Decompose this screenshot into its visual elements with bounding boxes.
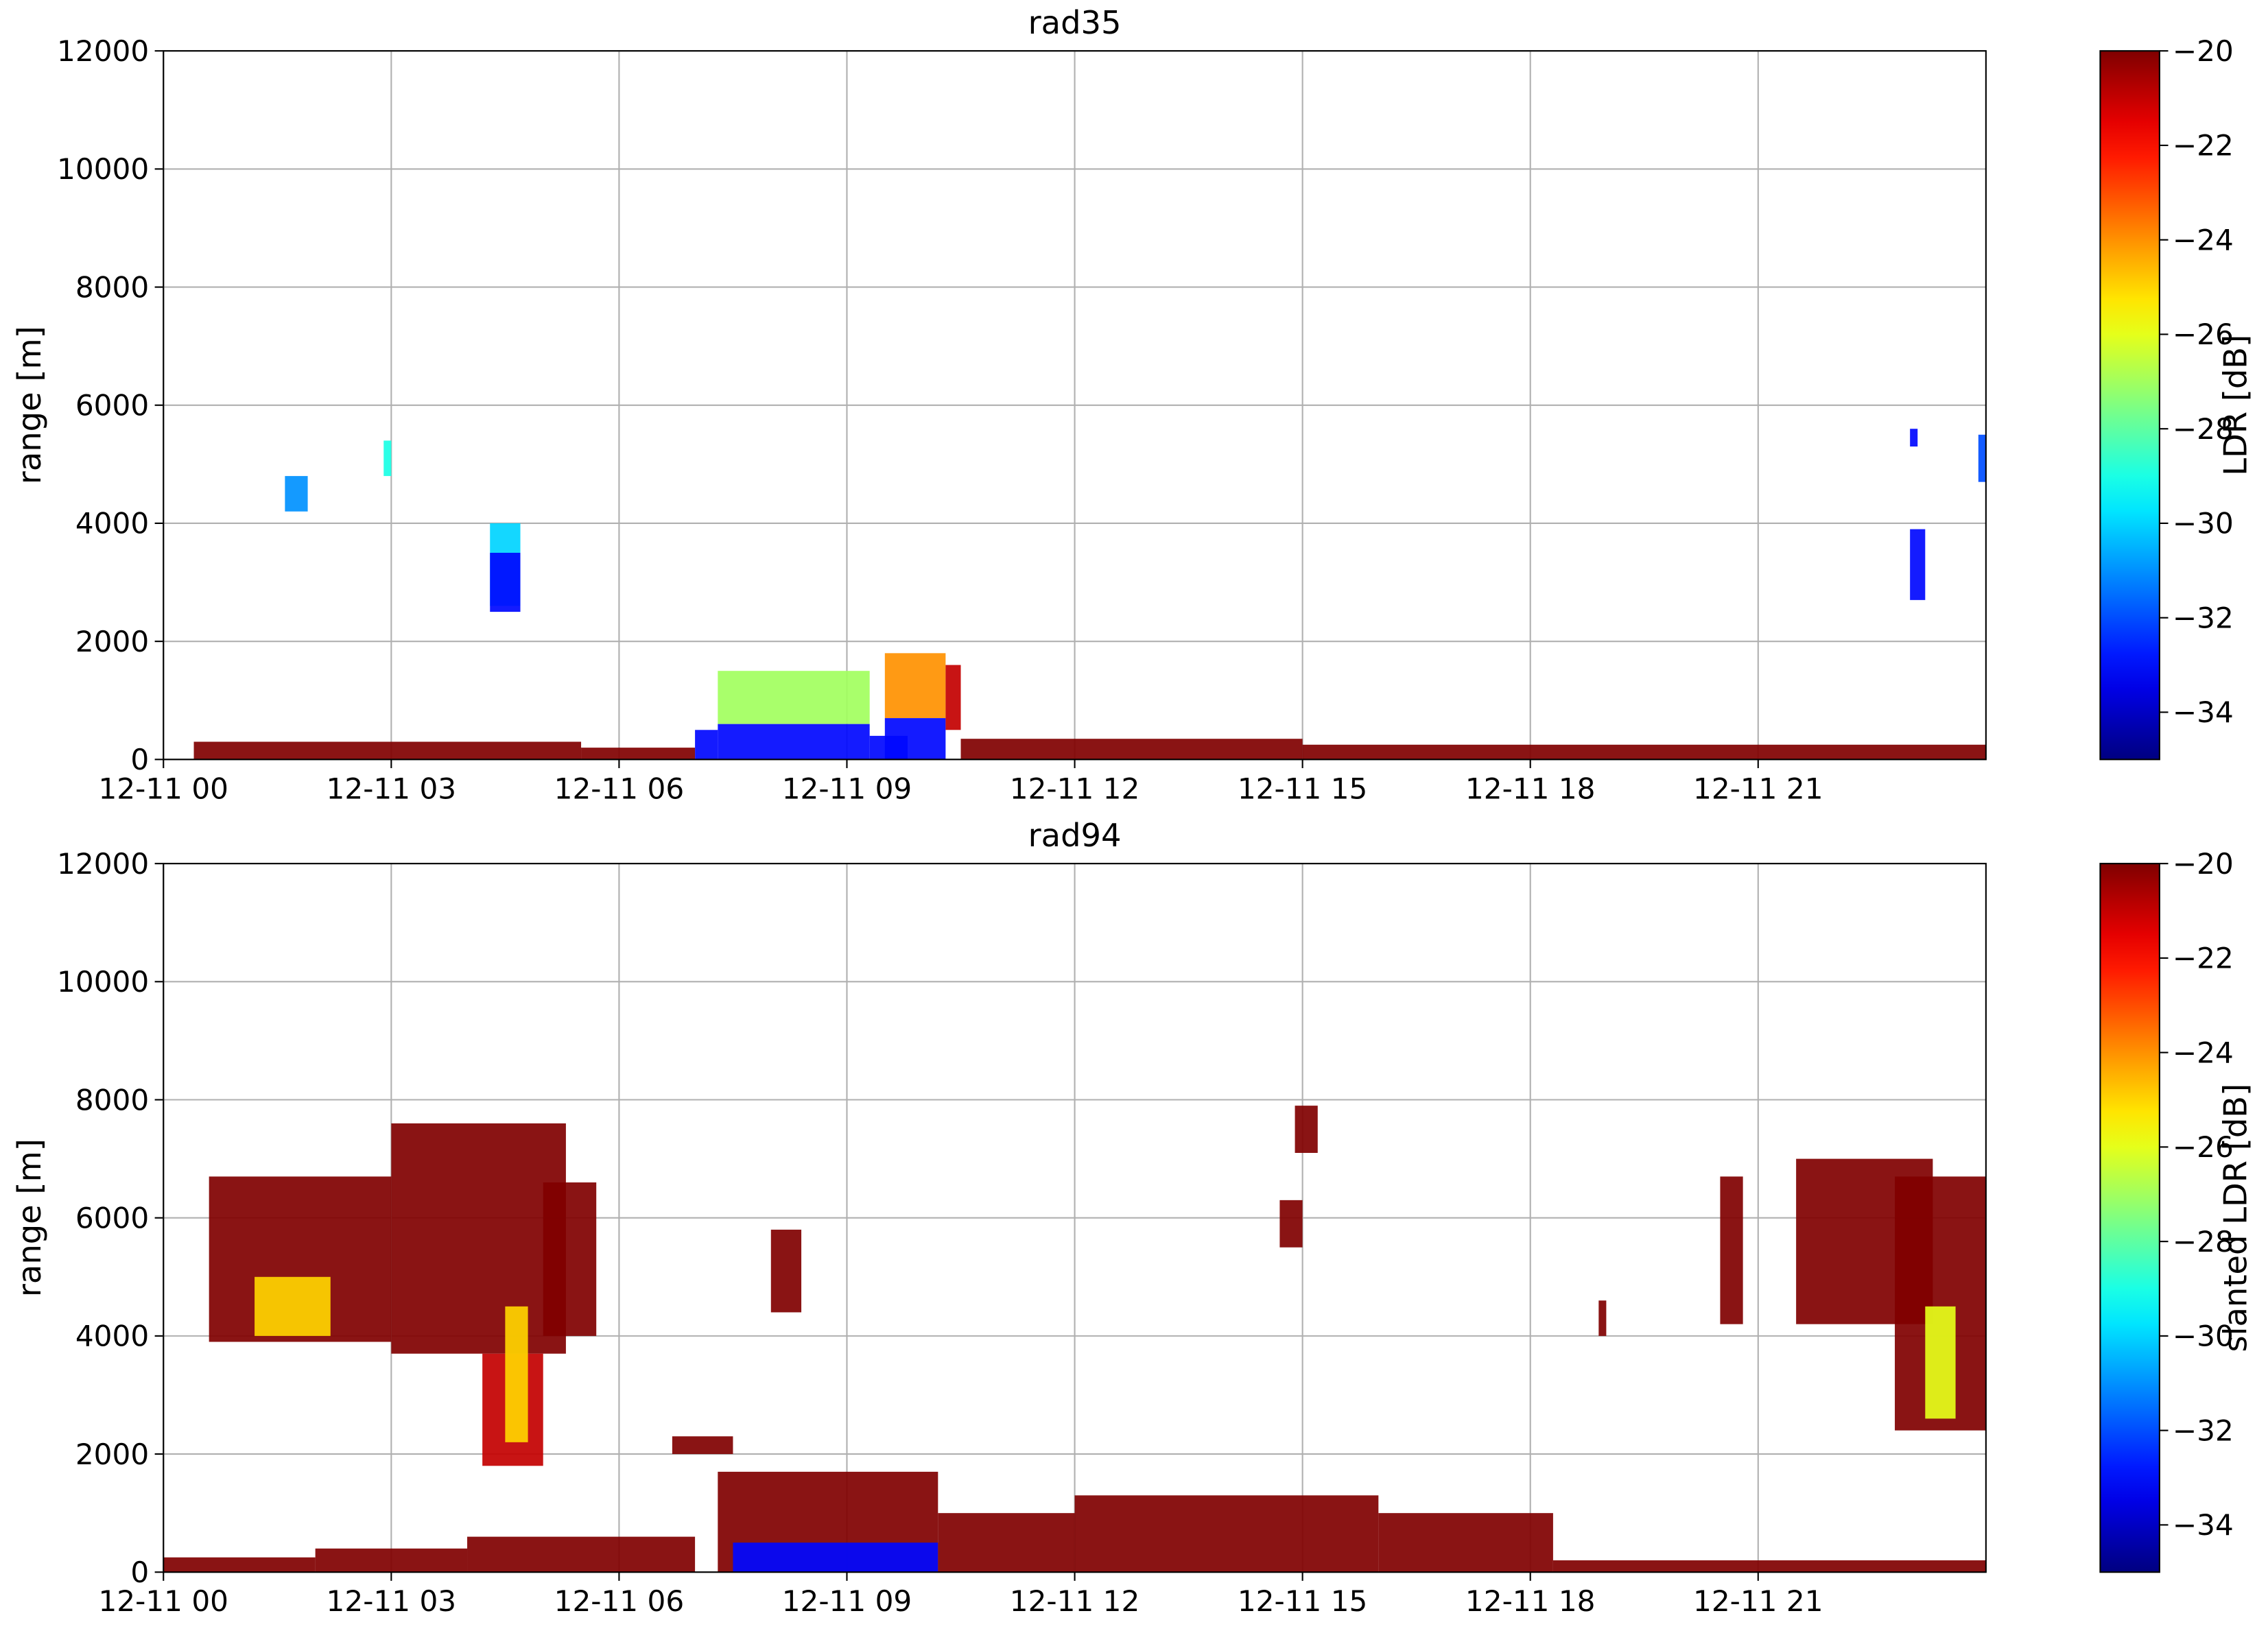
y-tick-label: 6000 bbox=[75, 1201, 149, 1235]
colorbar-tick-label: −26 bbox=[2173, 318, 2234, 351]
colorbar-tick-label: −20 bbox=[2173, 847, 2234, 881]
radar-patch bbox=[1279, 1200, 1303, 1248]
radar-patch bbox=[505, 1306, 528, 1442]
x-tick-label: 12-11 15 bbox=[1238, 772, 1368, 805]
radar-patch bbox=[884, 653, 946, 719]
radar-patch bbox=[718, 724, 870, 760]
y-tick-label: 10000 bbox=[57, 152, 149, 186]
x-tick-label: 12-11 09 bbox=[782, 772, 912, 805]
colorbar bbox=[2099, 50, 2160, 761]
x-tick-label: 12-11 00 bbox=[98, 1584, 228, 1618]
radar-patch bbox=[770, 1229, 802, 1313]
y-tick-label: 12000 bbox=[57, 847, 149, 881]
radar-patch bbox=[1598, 1300, 1607, 1336]
radar-patch bbox=[960, 739, 1303, 760]
radar-patch bbox=[163, 1557, 316, 1573]
radar-patch bbox=[383, 440, 392, 477]
x-tick-label: 12-11 00 bbox=[98, 772, 228, 805]
y-tick-label: 8000 bbox=[75, 270, 149, 304]
y-tick-label: 0 bbox=[130, 743, 149, 776]
plot-frame bbox=[163, 863, 1987, 1573]
radar-patch bbox=[718, 671, 870, 724]
radar-patch bbox=[285, 476, 308, 512]
radar-patch bbox=[1378, 1513, 1553, 1573]
radar-patch bbox=[1552, 1560, 1986, 1573]
radar-patch bbox=[255, 1276, 331, 1336]
y-tick-label: 4000 bbox=[75, 1320, 149, 1353]
radar-patch bbox=[1302, 744, 1986, 760]
y-tick-label: 8000 bbox=[75, 1083, 149, 1117]
colorbar-tick-label: −30 bbox=[2173, 507, 2234, 540]
colorbar-tick-label: −32 bbox=[2173, 1414, 2234, 1447]
radar-patch bbox=[1720, 1176, 1743, 1324]
y-tick-label: 0 bbox=[130, 1555, 149, 1589]
x-tick-label: 12-11 21 bbox=[1693, 772, 1823, 805]
y-tick-label: 2000 bbox=[75, 625, 149, 658]
y-tick-label: 2000 bbox=[75, 1438, 149, 1471]
panel-title: rad35 bbox=[1028, 4, 1122, 41]
radar-patch bbox=[945, 665, 961, 730]
radar-patch bbox=[581, 748, 696, 760]
x-tick-label: 12-11 03 bbox=[327, 772, 457, 805]
y-tick-label: 6000 bbox=[75, 389, 149, 422]
colorbar-tick-label: −34 bbox=[2173, 695, 2234, 729]
x-tick-label: 12-11 15 bbox=[1238, 1584, 1368, 1618]
colorbar-tick-label: −30 bbox=[2173, 1320, 2234, 1353]
y-axis-label: range [m] bbox=[11, 326, 48, 484]
x-tick-label: 12-11 21 bbox=[1693, 1584, 1823, 1618]
x-tick-label: 12-11 18 bbox=[1465, 1584, 1596, 1618]
radar-patch bbox=[193, 741, 582, 760]
x-tick-label: 12-11 06 bbox=[554, 772, 685, 805]
x-tick-label: 12-11 18 bbox=[1465, 772, 1596, 805]
data-layer bbox=[163, 1106, 1986, 1573]
y-tick-label: 4000 bbox=[75, 507, 149, 540]
radar-patch bbox=[467, 1536, 696, 1573]
colorbar-label: slanted LDR [dB] bbox=[2217, 1084, 2254, 1352]
radar-patch bbox=[391, 1123, 566, 1354]
radar-patch bbox=[1910, 429, 1918, 447]
colorbar-tick-label: −28 bbox=[2173, 1225, 2234, 1259]
radar-patch bbox=[1978, 434, 1986, 482]
colorbar-tick-label: −22 bbox=[2173, 129, 2234, 163]
colorbar-tick-label: −22 bbox=[2173, 942, 2234, 975]
radar-patch bbox=[672, 1436, 733, 1455]
y-tick-label: 12000 bbox=[57, 34, 149, 68]
radar-patch bbox=[490, 552, 521, 612]
radar-patch bbox=[1925, 1306, 1956, 1419]
plot-frame bbox=[163, 50, 1987, 761]
colorbar-tick-label: −32 bbox=[2173, 601, 2234, 634]
x-tick-label: 12-11 03 bbox=[327, 1584, 457, 1618]
radar-patch bbox=[938, 1513, 1075, 1573]
colorbar-tick-label: −34 bbox=[2173, 1508, 2234, 1542]
data-layer bbox=[193, 429, 1986, 760]
x-tick-label: 12-11 06 bbox=[554, 1584, 685, 1618]
radar-patch bbox=[695, 730, 718, 760]
x-tick-label: 12-11 12 bbox=[1010, 1584, 1140, 1618]
colorbar-label: LDR [dB] bbox=[2217, 335, 2254, 476]
y-tick-label: 10000 bbox=[57, 965, 149, 999]
colorbar-tick-label: −24 bbox=[2173, 1036, 2234, 1069]
colorbar bbox=[2099, 863, 2160, 1573]
radar-patch bbox=[1074, 1495, 1379, 1573]
x-tick-label: 12-11 12 bbox=[1010, 772, 1140, 805]
colorbar-tick-label: −24 bbox=[2173, 223, 2234, 257]
radar-patch bbox=[543, 1182, 597, 1336]
y-axis-label: range [m] bbox=[11, 1139, 48, 1297]
radar-patch bbox=[733, 1542, 938, 1573]
radar-patch bbox=[1295, 1106, 1318, 1153]
colorbar-tick-label: −26 bbox=[2173, 1130, 2234, 1164]
radar-patch bbox=[315, 1548, 468, 1573]
colorbar-tick-label: −28 bbox=[2173, 412, 2234, 446]
radar-patch bbox=[884, 718, 946, 760]
x-tick-label: 12-11 09 bbox=[782, 1584, 912, 1618]
panel-title: rad94 bbox=[1028, 817, 1122, 854]
colorbar-tick-label: −20 bbox=[2173, 34, 2234, 68]
radar-patch bbox=[1910, 529, 1926, 600]
